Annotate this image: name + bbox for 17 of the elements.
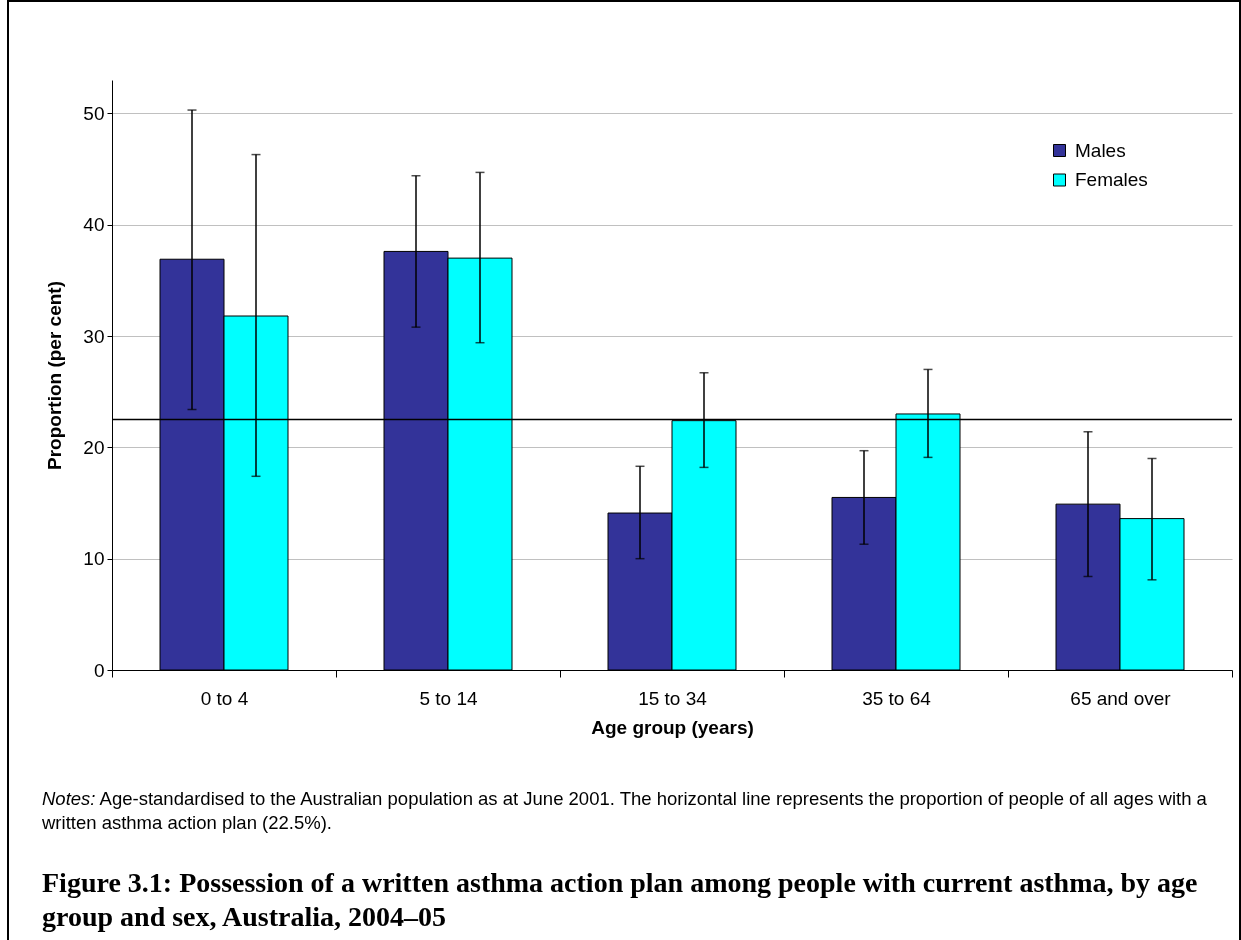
text: Figure 3.1: Possession of a written asthma action plan among people with current asthma, by age group and sex, Australia, 2004–05 [42,866,1199,934]
y-tick-label: 20 [83,436,105,458]
y-tick-label: 30 [83,325,105,347]
legend-label: Males [1075,139,1126,161]
x-tick-label: 5 to 14 [419,687,478,709]
x-tick-label: 65 and over [1070,687,1172,709]
legend-label: Females [1075,169,1148,190]
y-axis-title: Proportion (per cent) [44,281,66,470]
y-tick-label: 50 [83,102,105,124]
y-tick-label: 10 [83,548,105,570]
x-tick-label: 35 to 64 [862,687,932,709]
y-tick-label: 0 [93,659,105,681]
y-tick-label: 40 [83,214,105,236]
x-axis-title: Age group (years) [591,716,754,738]
x-tick-label: 15 to 34 [638,687,708,709]
text: Notes: Age-standardised to the Australian population as at June 2001. The horizontal line represents the proportion of people of all ages with a written asthma action plan (22.5%). [42,787,1208,835]
x-tick-label: 0 to 4 [200,687,249,709]
